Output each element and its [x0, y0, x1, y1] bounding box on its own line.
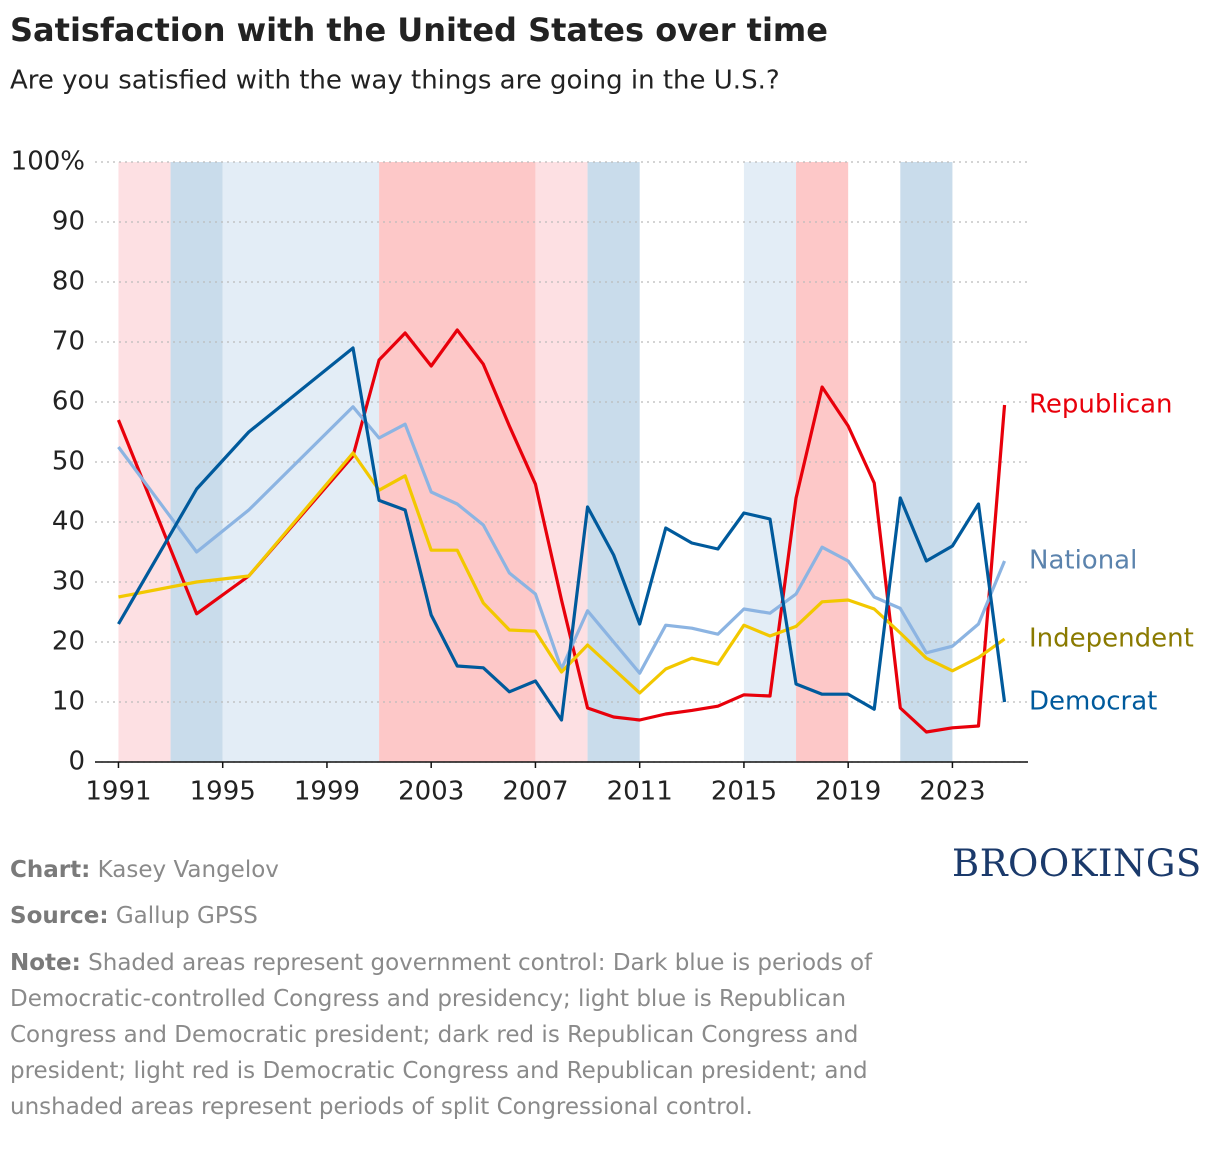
- y-tick-label: 90: [52, 207, 85, 237]
- x-tick-label: 2019: [815, 777, 881, 807]
- chart-title: Satisfaction with the United States over…: [10, 11, 828, 49]
- shaded-period: [535, 162, 588, 762]
- chart-subtitle: Are you satisfied with the way things ar…: [10, 66, 780, 96]
- shaded-period: [900, 162, 953, 762]
- y-tick-label: 10: [52, 687, 85, 717]
- shaded-period: [743, 162, 797, 762]
- x-tick-label: 2023: [919, 777, 985, 807]
- x-tick-label: 2007: [502, 777, 568, 807]
- note: Note: Shaded areas represent government …: [10, 945, 900, 1125]
- source: Source: Gallup GPSS: [10, 898, 258, 934]
- credit-text: Kasey Vangelov: [97, 857, 279, 883]
- series-line: [117, 346, 1007, 722]
- y-tick-label: 60: [52, 387, 85, 417]
- x-tick-label: 2011: [607, 777, 673, 807]
- y-tick-label: 70: [52, 327, 85, 357]
- series-label: Republican: [1029, 390, 1173, 420]
- chart: Satisfaction with the United States over…: [10, 11, 1194, 807]
- note-label: Note:: [10, 950, 81, 976]
- source-label: Source:: [10, 903, 109, 929]
- y-tick-label: 80: [52, 267, 85, 297]
- y-tick-label: 20: [52, 627, 85, 657]
- x-tick-label: 1991: [85, 777, 151, 807]
- note-text: Shaded areas represent government contro…: [10, 950, 873, 1120]
- series-label: National: [1029, 546, 1137, 576]
- series-label: Democrat: [1029, 687, 1157, 717]
- credit: Chart: Kasey Vangelov: [10, 852, 279, 888]
- x-tick-label: 1999: [294, 777, 360, 807]
- series-line: [117, 405, 1007, 675]
- series-line: [118, 451, 1006, 695]
- shaded-period: [587, 162, 640, 762]
- series-line: [116, 328, 1007, 734]
- credit-label: Chart:: [10, 857, 91, 883]
- y-tick-label: 100%: [11, 147, 85, 177]
- y-tick-label: 40: [52, 507, 85, 537]
- y-tick-label: 50: [52, 447, 85, 477]
- x-tick-label: 2003: [398, 777, 464, 807]
- x-tick-label: 1995: [190, 777, 256, 807]
- series-label: Independent: [1029, 624, 1194, 654]
- shaded-period: [170, 162, 223, 762]
- logo: BROOKINGS: [952, 842, 1202, 885]
- source-text: Gallup GPSS: [115, 903, 258, 929]
- y-tick-label: 30: [52, 567, 85, 597]
- x-tick-label: 2015: [711, 777, 777, 807]
- y-tick-label: 0: [68, 747, 85, 777]
